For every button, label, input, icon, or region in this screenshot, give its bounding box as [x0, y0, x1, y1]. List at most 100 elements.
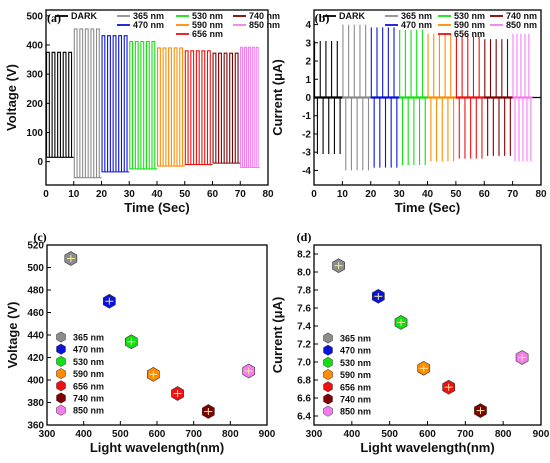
y-axis-title: Voltage (V): [4, 64, 19, 131]
pulse-740-nm: [484, 39, 489, 156]
x-tick-label: 20: [96, 189, 108, 200]
legend-marker: [323, 356, 333, 368]
pulse-850-nm: [516, 33, 520, 162]
pulse-590-nm: [173, 47, 178, 167]
x-tick-label: 70: [235, 189, 247, 200]
legend-label: 365 nm: [340, 334, 371, 344]
pulse-740-nm: [489, 39, 494, 156]
legend-label: 850 nm: [73, 406, 104, 416]
pulse-590-nm: [157, 47, 161, 167]
y-tick-label: 360: [27, 421, 44, 432]
pulse-470-nm: [112, 35, 117, 172]
pulse-590-nm: [179, 47, 184, 167]
y-tick-label: 7.8: [297, 286, 311, 297]
plot-frame: [45, 9, 269, 186]
pulse-590-nm: [162, 47, 167, 167]
legend-label: 590 nm: [454, 20, 485, 30]
legend-label: DARK: [339, 11, 365, 21]
x-tick-label: 600: [149, 429, 166, 440]
pulse-DARK: [68, 51, 73, 158]
pulse-530-nm: [151, 40, 156, 169]
pulse-530-nm: [145, 40, 150, 169]
panel-label: (c): [33, 230, 46, 244]
pulse-656-nm: [455, 36, 460, 159]
pulse-365-nm: [73, 28, 78, 178]
pulse-656-nm: [190, 50, 195, 165]
legend-marker: [323, 393, 333, 405]
y-tick-label: 420: [27, 353, 44, 364]
y-tick-label: 0: [37, 157, 43, 168]
pulse-470-nm: [393, 27, 398, 168]
pulse-530-nm: [404, 30, 409, 165]
y-tick-label: -1: [302, 111, 311, 122]
legend-label: 850 nm: [249, 20, 280, 30]
panel-label: (b): [315, 11, 330, 25]
legend-label: 365 nm: [401, 11, 432, 21]
pulse-365-nm: [84, 28, 89, 178]
legend-marker: [323, 369, 333, 381]
legend-marker: [56, 380, 66, 392]
x-tick-label: 60: [207, 189, 219, 200]
legend-marker: [56, 343, 66, 355]
y-tick-label: 7.0: [297, 358, 311, 369]
y-tick-label: -3: [302, 148, 311, 159]
pulse-365-nm: [365, 24, 370, 171]
pulse-365-nm: [342, 24, 347, 171]
y-tick-label: 0: [305, 93, 311, 104]
pulse-590-nm: [438, 33, 443, 162]
legend-label: 740 nm: [340, 395, 371, 405]
legend-label: 850 nm: [506, 20, 537, 30]
pulse-DARK: [46, 51, 50, 158]
pulse-365-nm: [95, 28, 100, 178]
x-tick-label: 900: [533, 429, 550, 440]
pulse-656-nm: [184, 50, 189, 165]
legend-label: DARK: [71, 11, 97, 21]
legend-label: 850 nm: [340, 407, 371, 417]
x-tick-label: 0: [311, 189, 317, 200]
y-tick-label: -2: [302, 129, 311, 140]
y-tick-label: 7.4: [297, 322, 311, 333]
pulse-DARK: [62, 51, 67, 158]
pulse-470-nm: [123, 35, 128, 172]
pulse-590-nm: [450, 33, 455, 162]
legend-marker: [56, 355, 66, 367]
pulse-470-nm: [376, 27, 381, 168]
legend-label: 470 nm: [73, 345, 104, 355]
pulse-470-nm: [118, 35, 123, 172]
pulse-850-nm: [243, 46, 248, 168]
legend-label: 365 nm: [73, 333, 104, 343]
y-tick-label: 440: [27, 331, 44, 342]
y-tick-label: 7.6: [297, 304, 311, 315]
pulse-DARK: [319, 40, 324, 155]
pulse-740-nm: [212, 52, 217, 164]
legend-label: 656 nm: [454, 29, 485, 39]
legend-label: 470 nm: [340, 346, 371, 356]
legend-label: 656 nm: [192, 29, 223, 39]
y-tick-label: 8.2: [297, 250, 311, 261]
legend-marker: [323, 344, 333, 356]
pulse-740-nm: [501, 39, 506, 156]
pulse-365-nm: [348, 24, 353, 171]
x-tick-label: 500: [381, 429, 398, 440]
legend-marker: [56, 368, 66, 380]
pulse-740-nm: [229, 52, 234, 164]
pulse-740-nm: [223, 52, 228, 164]
pulse-740-nm: [218, 52, 222, 164]
legend-label: 470 nm: [133, 20, 164, 30]
pulse-850-nm: [251, 46, 255, 168]
y-tick-label: 460: [27, 308, 44, 319]
x-tick-label: 20: [365, 189, 377, 200]
y-tick-label: 8.0: [297, 268, 311, 279]
x-tick-label: 400: [343, 429, 360, 440]
x-tick-label: 50: [179, 189, 191, 200]
x-axis-title: Time (Sec): [124, 200, 190, 215]
pulse-850-nm: [512, 33, 516, 162]
x-tick-label: 0: [43, 189, 49, 200]
pulse-656-nm: [478, 36, 483, 159]
y-tick-label: 1: [305, 75, 311, 86]
x-tick-label: 50: [450, 189, 462, 200]
x-axis-title: Light wavelength(nm): [90, 440, 224, 455]
legend-label: 740 nm: [506, 11, 537, 21]
pulse-DARK: [336, 40, 341, 155]
